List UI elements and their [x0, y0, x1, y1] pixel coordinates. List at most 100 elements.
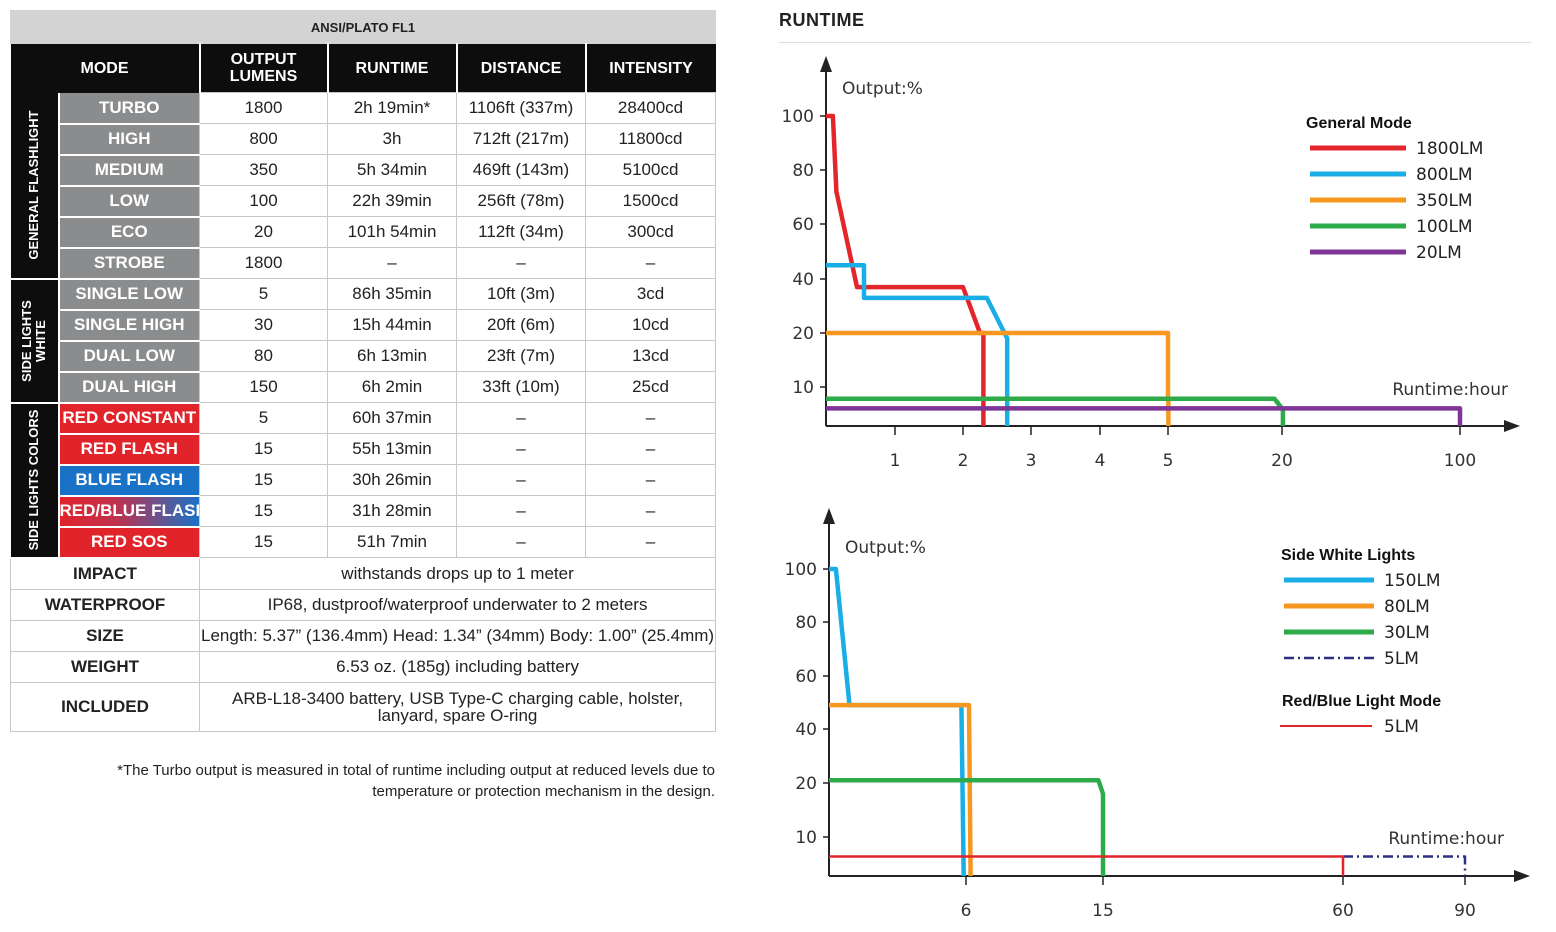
table-row: MEDIUM 350 5h 34min 469ft (143m) 5100cd: [11, 154, 717, 187]
spec-label: WEIGHT: [10, 650, 200, 683]
distance-cell: –: [456, 495, 586, 527]
x-axis-title: Runtime:hour: [1388, 829, 1504, 849]
mode-name: SINGLE LOW: [58, 278, 200, 311]
intensity-cell: 1500cd: [584, 185, 717, 217]
intensity-cell: –: [584, 495, 717, 527]
legend-label: 350LM: [1416, 191, 1473, 211]
distance-cell: 23ft (7m): [456, 340, 586, 372]
group-label: SIDE LIGHTS WHITE: [10, 278, 60, 404]
lumens-cell: 150: [199, 371, 328, 403]
spec-row: INCLUDED ARB-L18-3400 battery, USB Type-C…: [10, 681, 717, 732]
runtime-cell: 101h 54min: [327, 216, 457, 248]
series-line: [826, 406, 1463, 426]
runtime-cell: 3h: [327, 123, 457, 155]
legend-title: General Mode: [1306, 115, 1412, 132]
table-row: DUAL HIGH 150 6h 2min 33ft (10m) 25cd: [11, 371, 717, 404]
spec-row: IMPACT withstands drops up to 1 meter: [10, 557, 717, 590]
y-tick-label: 60: [795, 667, 817, 687]
table-row: BLUE FLASH 15 30h 26min – –: [11, 464, 717, 497]
x-tick-label: 4: [1095, 451, 1106, 471]
lumens-cell: 80: [199, 340, 328, 372]
x-tick-label: 2: [958, 451, 969, 471]
x-tick-label: 15: [1092, 901, 1114, 921]
mode-name: DUAL HIGH: [58, 371, 200, 404]
spec-row: SIZE Length: 5.37” (136.4mm) Head: 1.34” …: [10, 619, 717, 652]
series-line: [829, 566, 966, 877]
table-row: SIDE LIGHTS COLORS RED CONSTANT 5 60h 37min…: [10, 402, 717, 559]
table-row: STROBE 1800– – –: [11, 247, 717, 280]
distance-cell: 469ft (143m): [456, 154, 586, 186]
y-tick-label: 80: [792, 161, 814, 181]
series-line: [826, 330, 1171, 426]
mode-name: STROBE: [58, 247, 200, 280]
lumens-cell: 30: [199, 309, 328, 341]
mode-name: RED FLASH: [58, 433, 200, 466]
runtime-cell: 86h 35min: [327, 278, 457, 310]
runtime-cell: 30h 26min: [327, 464, 457, 496]
legend-label: 5LM: [1384, 649, 1419, 669]
runtime-cell: 2h 19min*: [327, 92, 457, 124]
mode-name: SINGLE HIGH: [58, 309, 200, 342]
legend-title: Red/Blue Light Mode: [1282, 693, 1441, 710]
table-row: RED SOS 15 51h 7min – –: [11, 526, 717, 559]
spec-label: WATERPROOF: [10, 588, 200, 621]
series-line: [829, 778, 1106, 876]
intensity-cell: 5100cd: [584, 154, 717, 186]
intensity-cell: 25cd: [584, 371, 717, 403]
intensity-cell: 11800cd: [584, 123, 717, 155]
divider: [779, 42, 1531, 43]
intensity-cell: 28400cd: [584, 92, 717, 124]
legend-label: 80LM: [1384, 597, 1430, 617]
lumens-cell: 5: [199, 278, 328, 310]
y-tick-label: 20: [792, 324, 814, 344]
x-tick-label: 5: [1163, 451, 1174, 471]
lumens-cell: 15: [199, 526, 328, 558]
x-axis-arrow: [1514, 870, 1530, 882]
spec-label: IMPACT: [10, 557, 200, 590]
lumens-cell: 1800: [199, 92, 328, 124]
table-row: LOW 100 22h 39min 256ft (78m) 1500cd: [11, 185, 717, 218]
spec-value: withstands drops up to 1 meter: [198, 557, 717, 590]
spec-table-body: ANSI/PLATO FL1 MODE OUTPUT LUMENS RUNTIME DI…: [9, 10, 717, 732]
x-axis-title: Runtime:hour: [1392, 380, 1508, 400]
mode-name: BLUE FLASH: [58, 464, 200, 497]
distance-cell: 712ft (217m): [456, 123, 586, 155]
legend-label: 1800LM: [1416, 139, 1483, 159]
series-line: [829, 702, 973, 877]
table-row: RED/BLUE FLASH 15 31h 28min – –: [11, 495, 717, 528]
runtime-cell: 31h 28min: [327, 495, 457, 527]
column-header: DISTANCE: [455, 43, 587, 93]
legend-label: 20LM: [1416, 243, 1462, 263]
mode-name: HIGH: [58, 123, 200, 156]
distance-cell: 1106ft (337m): [456, 92, 586, 124]
x-tick-label: 100: [1444, 451, 1476, 471]
intensity-cell: –: [584, 433, 717, 465]
x-axis-arrow: [1504, 420, 1520, 432]
mode-name: DUAL LOW: [58, 340, 200, 373]
runtime-cell: 60h 37min: [327, 402, 457, 434]
footnote: *The Turbo output is measured in total o…: [117, 762, 715, 800]
spec-value: ARB-L18-3400 battery, USB Type-C chargin…: [198, 681, 717, 732]
mode-name: RED/BLUE FLASH: [58, 495, 200, 528]
lumens-cell: 350: [199, 154, 328, 186]
series-line: [826, 263, 1010, 426]
legend-label: 100LM: [1416, 217, 1473, 237]
y-tick-label: 100: [785, 560, 817, 580]
runtime-cell: 6h 2min: [327, 371, 457, 403]
distance-cell: –: [456, 247, 586, 279]
mode-name: MEDIUM: [58, 154, 200, 187]
y-tick-label: 80: [795, 613, 817, 633]
table-row: SIDE LIGHTS WHITE SINGLE LOW 5 86h 35min 10f…: [10, 278, 717, 404]
intensity-cell: –: [584, 526, 717, 558]
y-tick-label: 20: [795, 774, 817, 794]
y-tick-label: 40: [792, 270, 814, 290]
mode-name: ECO: [58, 216, 200, 249]
legend-label: 5LM: [1384, 717, 1419, 737]
y-tick-label: 10: [795, 828, 817, 848]
y-tick-label: 60: [792, 215, 814, 235]
column-header: INTENSITY: [584, 43, 716, 93]
column-header: MODE: [10, 43, 201, 93]
distance-cell: 112ft (34m): [456, 216, 586, 248]
column-header: RUNTIME: [326, 43, 458, 93]
table-row: HIGH 800 3h 712ft (217m) 11800cd: [11, 123, 717, 156]
